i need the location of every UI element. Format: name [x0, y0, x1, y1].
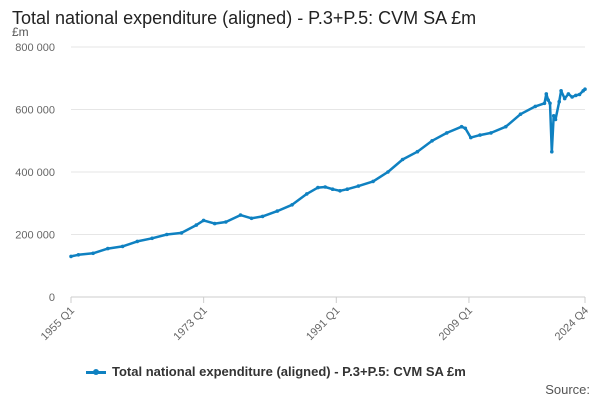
data-point[interactable] [548, 101, 552, 106]
data-point[interactable] [574, 93, 578, 98]
data-point[interactable] [577, 92, 582, 97]
data-point[interactable] [553, 117, 558, 122]
data-point[interactable] [518, 112, 523, 116]
y-tick-label-1: 200 000 [15, 230, 55, 242]
data-point[interactable] [557, 99, 561, 104]
data-point[interactable] [106, 246, 110, 251]
y-tick-label-3: 600 000 [15, 105, 55, 117]
data-point[interactable] [400, 157, 405, 162]
data-point[interactable] [76, 253, 81, 257]
data-point[interactable] [212, 221, 217, 226]
data-point[interactable] [562, 96, 567, 101]
data-point[interactable] [463, 126, 468, 131]
x-tick-label-0: 1955 Q1 [39, 305, 77, 343]
data-point[interactable] [338, 189, 342, 193]
data-point[interactable] [120, 244, 125, 249]
data-point[interactable] [356, 184, 361, 188]
data-point[interactable] [260, 214, 265, 219]
data-point[interactable] [583, 87, 587, 91]
data-point[interactable] [415, 149, 420, 154]
data-point[interactable] [330, 187, 335, 191]
data-point[interactable] [544, 92, 549, 96]
data-point[interactable] [551, 114, 556, 118]
y-axis-unit-label: £m [12, 25, 29, 39]
data-point[interactable] [69, 254, 73, 259]
data-point[interactable] [165, 232, 169, 237]
chart-title: Total national expenditure (aligned) - P… [12, 8, 477, 28]
data-point[interactable] [179, 231, 184, 235]
data-point[interactable] [194, 223, 199, 227]
data-point[interactable] [504, 124, 508, 129]
legend-label: Total national expenditure (aligned) - P… [112, 364, 466, 379]
data-point[interactable] [386, 170, 390, 174]
data-point[interactable] [430, 139, 434, 143]
data-point[interactable] [533, 104, 538, 109]
data-point[interactable] [570, 95, 574, 99]
grid-lines [71, 46, 585, 235]
data-point[interactable] [371, 179, 375, 184]
data-point[interactable] [316, 185, 320, 190]
legend[interactable]: Total national expenditure (aligned) - P… [86, 364, 466, 379]
data-point[interactable] [445, 131, 449, 135]
data-point[interactable] [135, 239, 140, 244]
series-group [69, 87, 587, 259]
data-point[interactable] [478, 133, 482, 137]
data-point[interactable] [201, 218, 206, 223]
data-point[interactable] [469, 135, 473, 140]
data-point[interactable] [238, 213, 243, 217]
y-tick-label-4: 800 000 [15, 42, 55, 54]
y-axis-ticks: 0 200 000 400 000 600 000 800 000 [15, 42, 55, 304]
data-point[interactable] [224, 220, 228, 224]
data-point[interactable] [459, 124, 464, 129]
data-point[interactable] [323, 185, 328, 189]
series-line-0[interactable] [70, 88, 586, 258]
data-point[interactable] [275, 209, 280, 213]
y-tick-label-2: 400 000 [15, 167, 55, 179]
data-point[interactable] [91, 251, 95, 256]
y-tick-label-0: 0 [49, 292, 55, 304]
data-point[interactable] [249, 216, 254, 221]
x-tick-label-2: 1991 Q1 [304, 305, 342, 343]
data-point[interactable] [566, 92, 571, 96]
data-point[interactable] [290, 203, 294, 207]
data-point[interactable] [489, 131, 493, 135]
data-point[interactable] [305, 192, 309, 196]
data-point[interactable] [559, 89, 563, 93]
source-label: Source: [545, 382, 590, 397]
data-point[interactable] [550, 149, 554, 154]
data-point[interactable] [150, 236, 154, 241]
x-tick-label-4: 2024 Q4 [553, 305, 591, 343]
legend-line-marker-icon [86, 366, 106, 378]
x-axis-ticks: 1955 Q1 1973 Q1 1991 Q1 2009 Q1 2024 Q4 [39, 297, 591, 343]
data-point[interactable] [546, 98, 550, 102]
x-tick-label-3: 2009 Q1 [437, 305, 475, 343]
data-point[interactable] [542, 101, 547, 106]
data-point[interactable] [345, 187, 350, 191]
x-tick-label-1: 1973 Q1 [171, 305, 209, 343]
